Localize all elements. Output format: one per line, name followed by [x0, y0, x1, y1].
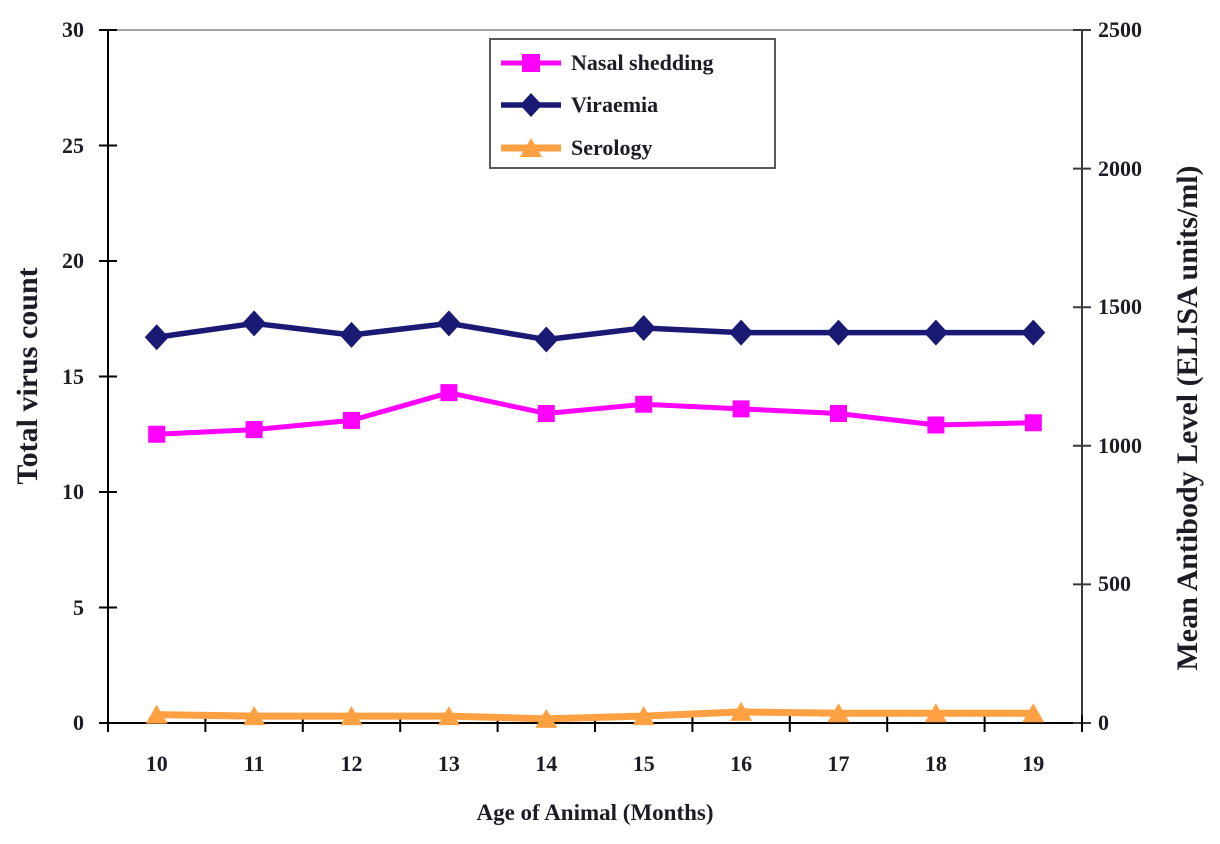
left-axis-tick-label: 30 [62, 17, 84, 42]
square-marker-icon [635, 395, 653, 413]
right-y-axis-title: Mean Antibody Level (ELISA units/ml) [1171, 165, 1204, 671]
triangle-marker-icon [924, 703, 947, 723]
legend: Nasal shedding Viraemia Serology [489, 38, 776, 169]
triangle-marker-icon [243, 706, 266, 726]
x-axis-title: Age of Animal (Months) [476, 800, 714, 825]
square-marker-icon [927, 416, 945, 434]
x-axis-tick-label: 15 [632, 751, 655, 776]
triangle-marker-icon [632, 706, 655, 726]
triangle-marker-icon [437, 706, 460, 726]
series-line-square [156, 390, 1034, 437]
diamond-marker-icon [534, 326, 559, 353]
triangle-marker-icon [145, 704, 168, 724]
x-axis-tick-label: 11 [243, 751, 265, 776]
triangle-marker-icon [1022, 703, 1045, 723]
diamond-marker-icon [923, 319, 948, 346]
series-line-diamond [156, 320, 1034, 343]
x-axis-tick-label: 12 [340, 751, 363, 776]
diamond-marker-icon [499, 92, 563, 118]
series-line-triangle [156, 708, 1034, 723]
legend-label: Serology [571, 135, 653, 160]
legend-item-viraemia: Viraemia [499, 90, 658, 120]
x-axis-tick-label: 10 [145, 751, 168, 776]
right-axis-tick-label: 500 [1098, 571, 1131, 597]
x-axis-tick-label: 17 [827, 751, 850, 776]
diamond-marker-icon [144, 324, 169, 351]
left-axis-tick-label: 15 [62, 363, 84, 389]
triangle-marker-icon [340, 706, 363, 726]
square-marker-icon [732, 400, 750, 418]
square-marker-icon [830, 404, 847, 422]
x-axis-tick-label: 16 [730, 751, 753, 776]
square-marker-icon [537, 404, 555, 422]
right-axis-tick-label: 2000 [1098, 155, 1142, 181]
right-axis-tick-label: 2500 [1098, 17, 1142, 42]
square-marker-icon [499, 50, 563, 76]
diamond-marker-icon [339, 321, 364, 348]
diamond-marker-icon [1021, 319, 1046, 346]
square-marker-icon [1024, 414, 1042, 432]
legend-item-nasal-shedding: Nasal shedding [499, 48, 713, 78]
left-axis-tick-label: 25 [62, 132, 84, 158]
square-marker-icon [440, 384, 458, 402]
diamond-marker-icon [826, 319, 851, 346]
legend-label: Nasal shedding [571, 50, 714, 75]
triangle-marker-icon [827, 703, 850, 723]
legend-label: Viraemia [571, 92, 659, 117]
left-y-axis-title: Total virus count [11, 267, 44, 485]
square-marker-icon [343, 411, 360, 429]
triangle-marker-icon [535, 708, 558, 728]
diamond-marker-icon [436, 310, 461, 337]
left-axis-tick-label: 10 [62, 479, 84, 504]
left-axis-tick-label: 0 [73, 710, 84, 735]
x-axis-tick-label: 18 [924, 751, 947, 776]
right-axis-tick-label: 0 [1098, 710, 1109, 735]
diamond-marker-icon [729, 319, 754, 346]
legend-item-serology: Serology [499, 133, 652, 163]
left-axis-tick-label: 20 [62, 248, 84, 273]
right-axis-tick-label: 1000 [1098, 432, 1142, 458]
x-axis-tick-label: 14 [535, 751, 558, 776]
left-axis-tick-label: 5 [73, 594, 84, 620]
square-marker-icon [245, 421, 263, 439]
x-axis-tick-label: 19 [1022, 751, 1045, 776]
right-axis-tick-label: 1500 [1098, 294, 1142, 320]
diamond-marker-icon [242, 310, 267, 337]
x-axis-tick-label: 13 [437, 751, 460, 776]
triangle-marker-icon [499, 135, 563, 161]
square-marker-icon [148, 425, 166, 443]
triangle-marker-icon [730, 701, 753, 721]
diamond-marker-icon [631, 314, 656, 341]
